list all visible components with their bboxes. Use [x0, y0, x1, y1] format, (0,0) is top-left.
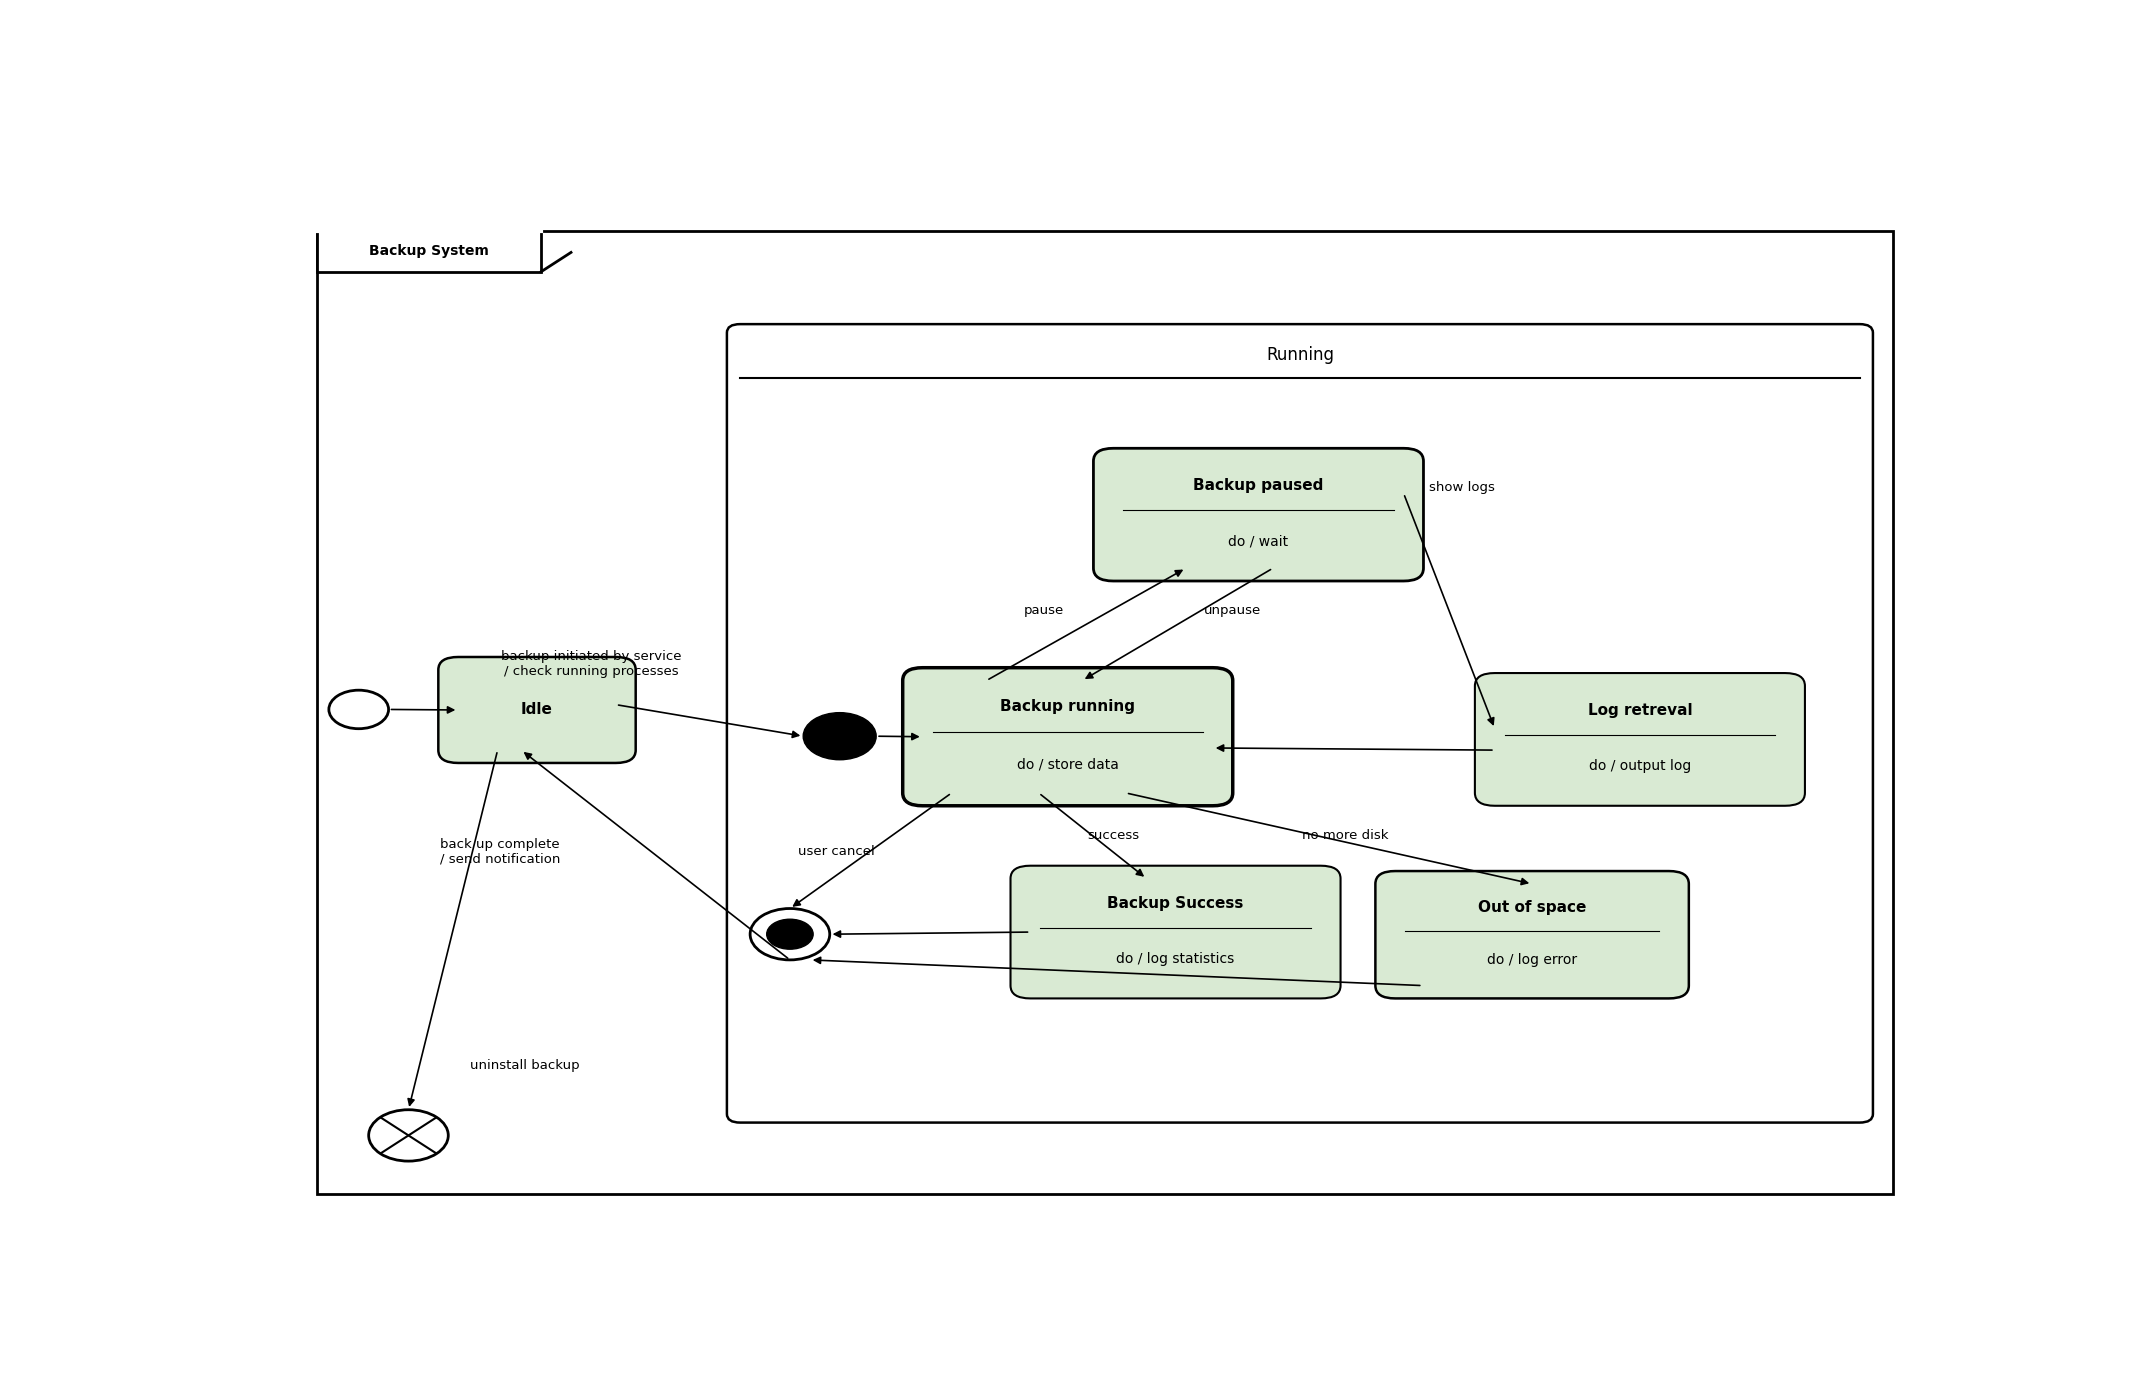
- Text: Backup running: Backup running: [999, 699, 1134, 714]
- FancyBboxPatch shape: [317, 231, 1892, 1194]
- Text: Idle: Idle: [520, 702, 552, 717]
- Circle shape: [802, 713, 875, 760]
- FancyBboxPatch shape: [1010, 866, 1340, 998]
- Text: user cancel: user cancel: [798, 845, 875, 858]
- Circle shape: [751, 909, 830, 960]
- Text: unpause: unpause: [1205, 605, 1260, 617]
- Text: uninstall backup: uninstall backup: [471, 1059, 580, 1072]
- FancyBboxPatch shape: [317, 231, 541, 271]
- Text: no more disk: no more disk: [1303, 830, 1389, 842]
- Text: pause: pause: [1023, 605, 1064, 617]
- Text: do / log error: do / log error: [1487, 954, 1577, 967]
- Text: show logs: show logs: [1430, 481, 1494, 495]
- Text: do / wait: do / wait: [1228, 534, 1288, 549]
- Text: Backup System: Backup System: [370, 245, 490, 259]
- Text: Backup paused: Backup paused: [1194, 478, 1325, 493]
- Text: do / log statistics: do / log statistics: [1117, 952, 1235, 966]
- Text: back up complete
/ send notification: back up complete / send notification: [439, 838, 561, 866]
- Text: do / output log: do / output log: [1588, 759, 1691, 773]
- FancyBboxPatch shape: [439, 657, 636, 763]
- FancyBboxPatch shape: [728, 324, 1872, 1123]
- FancyBboxPatch shape: [1474, 673, 1804, 806]
- Text: Out of space: Out of space: [1479, 899, 1586, 915]
- Text: success: success: [1087, 830, 1138, 842]
- Text: Log retreval: Log retreval: [1588, 703, 1693, 719]
- Circle shape: [330, 691, 389, 728]
- FancyBboxPatch shape: [1376, 872, 1688, 998]
- Circle shape: [368, 1109, 447, 1161]
- Text: Backup Success: Backup Success: [1106, 895, 1243, 910]
- FancyBboxPatch shape: [903, 667, 1233, 806]
- Text: Running: Running: [1267, 346, 1333, 364]
- Circle shape: [766, 919, 813, 949]
- Text: backup initiated by service
/ check running processes: backup initiated by service / check runn…: [501, 651, 681, 678]
- FancyBboxPatch shape: [1094, 449, 1423, 581]
- Text: do / store data: do / store data: [1016, 758, 1119, 771]
